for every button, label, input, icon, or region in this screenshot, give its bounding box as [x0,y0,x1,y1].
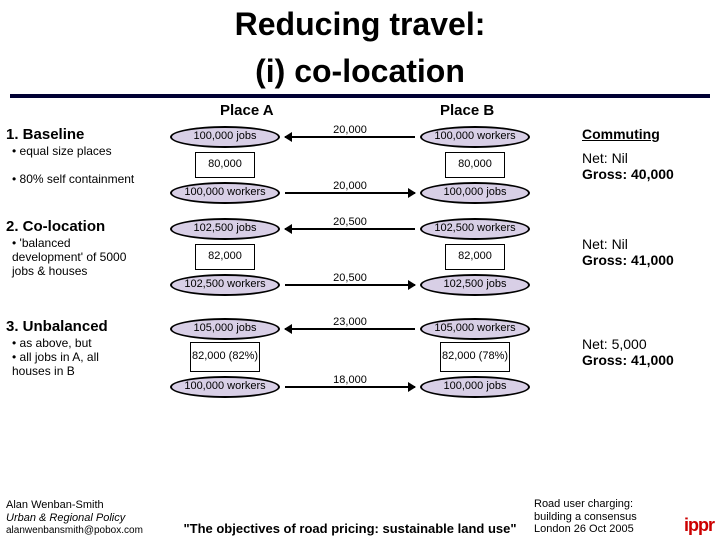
s3-gross: Gross: 41,000 [582,352,712,368]
s3-bullet1: • as above, but [12,337,136,351]
s3-b-self: 82,000 (78%) [440,342,510,372]
title-line1: Reducing travel: [0,0,720,47]
s3-b-jobs: 100,000 jobs [420,376,530,398]
s2-gross: Gross: 41,000 [582,252,712,268]
title-line2: (i) co-location [0,47,720,94]
col-a-header: Place A [220,102,274,119]
s3-arrow-bot [285,386,415,388]
footer-note2: building a consensus [534,511,684,524]
s3-a-self: 82,000 (82%) [190,342,260,372]
s3-bullet2: • all jobs in A, all houses in B [12,351,136,379]
col-b-header: Place B [440,102,494,119]
footer-author: Alan Wenban-Smith [6,499,166,512]
s2-net: Net: Nil [582,236,712,252]
s2-b-jobs: 102,500 jobs [420,274,530,296]
s1-a-jobs: 100,000 jobs [170,126,280,148]
s3-a-jobs: 105,000 jobs [170,318,280,340]
footer-org: Urban & Regional Policy [6,512,166,525]
s2-arrow-top [285,228,415,230]
section-baseline: 1. Baseline • equal size places • 80% se… [0,126,720,218]
s2-a-jobs: 102,500 jobs [170,218,280,240]
footer: Alan Wenban-Smith Urban & Regional Polic… [6,498,714,536]
s2-arrow-bot [285,284,415,286]
s1-net: Net: Nil [582,150,712,166]
s1-bullet1: • equal size places [12,145,136,159]
s2-a-self: 82,000 [195,244,255,270]
s1-arrow-top [285,136,415,138]
s2-a-workers: 102,500 workers [170,274,280,296]
s2-flow1: 20,500 [325,216,375,228]
title-underline [10,94,710,98]
footer-quote: "The objectives of road pricing: sustain… [166,521,534,536]
s1-b-workers: 100,000 workers [420,126,530,148]
s1-a-workers: 100,000 workers [170,182,280,204]
s1-title: 1. Baseline [6,126,136,143]
s1-bullet2: • 80% self containment [12,173,136,187]
s2-bullet1: • 'balanced development' of 5000 jobs & … [12,237,136,278]
s1-flow2: 20,000 [325,180,375,192]
column-headers: Place A Place B [0,102,720,126]
s3-a-workers: 100,000 workers [170,376,280,398]
logo: ippr [684,515,714,536]
footer-note1: Road user charging: [534,498,684,511]
s2-b-self: 82,000 [445,244,505,270]
s1-a-self: 80,000 [195,152,255,178]
commuting-label: Commuting [582,126,712,142]
s3-title: 3. Unbalanced [6,318,136,335]
s2-flow2: 20,500 [325,272,375,284]
footer-note3: London 26 Oct 2005 [534,523,684,536]
section-unbalanced: 3. Unbalanced • as above, but • all jobs… [0,318,720,418]
s1-b-self: 80,000 [445,152,505,178]
s1-b-jobs: 100,000 jobs [420,182,530,204]
s3-flow2: 18,000 [325,374,375,386]
s1-flow1: 20,000 [325,124,375,136]
s3-arrow-top [285,328,415,330]
footer-email: alanwenbansmith@pobox.com [6,525,166,537]
s2-b-workers: 102,500 workers [420,218,530,240]
s1-arrow-bot [285,192,415,194]
s3-flow1: 23,000 [325,316,375,328]
s3-net: Net: 5,000 [582,336,712,352]
s3-b-workers: 105,000 workers [420,318,530,340]
section-colocation: 2. Co-location • 'balanced development' … [0,218,720,318]
s2-title: 2. Co-location [6,218,136,235]
s1-gross: Gross: 40,000 [582,166,712,182]
